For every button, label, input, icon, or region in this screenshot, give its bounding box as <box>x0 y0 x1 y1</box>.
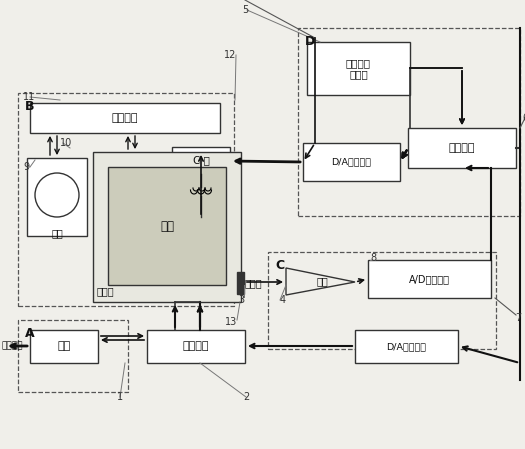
Text: 微处理器: 微处理器 <box>449 143 475 153</box>
Text: 7: 7 <box>515 313 521 323</box>
Text: 10: 10 <box>60 138 72 148</box>
Text: 谐振腔: 谐振腔 <box>97 286 114 296</box>
Text: 13: 13 <box>225 317 237 327</box>
Text: 铷灯: 铷灯 <box>51 228 63 238</box>
Text: 5: 5 <box>242 5 248 15</box>
Bar <box>108 167 226 285</box>
Text: B: B <box>25 100 35 113</box>
Text: A: A <box>25 327 35 340</box>
Text: D: D <box>305 35 315 48</box>
Bar <box>368 260 491 298</box>
Text: C 场: C 场 <box>193 155 209 166</box>
Text: 6: 6 <box>522 113 525 123</box>
Bar <box>303 143 400 181</box>
Text: 8: 8 <box>370 253 376 263</box>
Text: 标准输出: 标准输出 <box>2 342 24 351</box>
Text: C: C <box>275 259 284 272</box>
Bar <box>355 330 458 363</box>
Bar <box>237 272 244 294</box>
Text: 2: 2 <box>243 392 249 402</box>
Text: 射频电路: 射频电路 <box>183 342 209 352</box>
Text: 11: 11 <box>23 92 35 102</box>
Text: 1: 1 <box>117 392 123 402</box>
Text: 4: 4 <box>280 295 286 305</box>
Text: A/D采集模块: A/D采集模块 <box>409 274 450 284</box>
Bar <box>408 128 516 168</box>
Text: 光探测: 光探测 <box>245 278 262 288</box>
Bar <box>172 147 230 174</box>
Text: D/A转换模块: D/A转换模块 <box>331 158 372 167</box>
Bar <box>27 158 87 236</box>
Bar <box>307 42 410 95</box>
Bar <box>93 152 241 302</box>
Text: 9: 9 <box>23 162 29 172</box>
Bar <box>30 103 220 133</box>
Bar <box>30 330 98 363</box>
Text: 12: 12 <box>224 50 236 60</box>
Bar <box>18 93 234 306</box>
Bar <box>268 252 496 349</box>
Bar <box>298 28 520 216</box>
Bar <box>147 330 245 363</box>
Text: 晶振: 晶振 <box>57 342 71 352</box>
Text: 温控电路: 温控电路 <box>112 113 138 123</box>
Text: 铷池: 铷池 <box>160 220 174 233</box>
Text: 3: 3 <box>238 295 244 305</box>
Bar <box>18 320 128 392</box>
Text: D/A转换模块: D/A转换模块 <box>386 342 426 351</box>
Text: 数字温度
探测器: 数字温度 探测器 <box>346 58 371 79</box>
Text: 前放: 前放 <box>317 277 328 286</box>
